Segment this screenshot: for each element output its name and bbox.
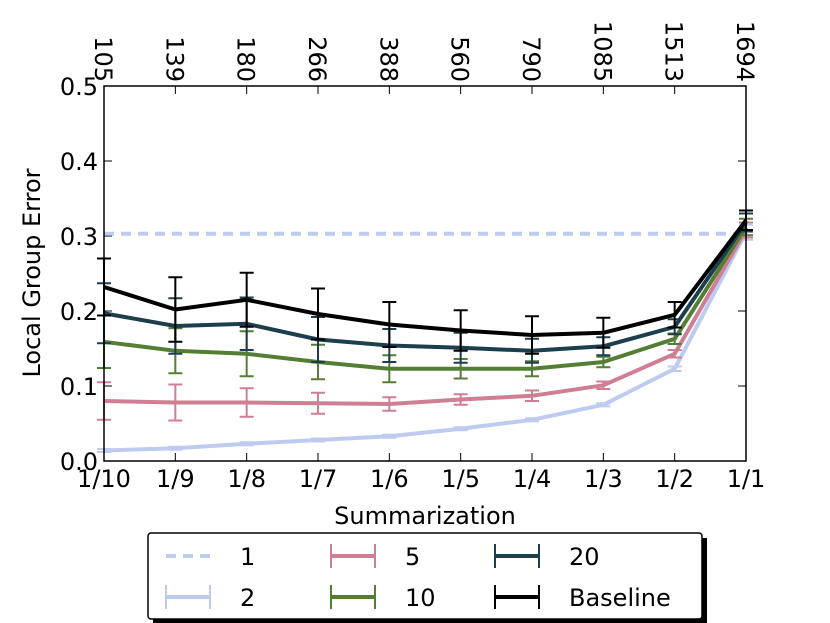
tick-label-layer: 0.0 0.1 0.2 0.3 0.4 0.5 1/10 105 1/9 139 1/8 180 1/7…	[60, 21, 765, 493]
plot-layer	[97, 209, 753, 453]
series-baseline-errorbar	[239, 271, 254, 328]
y-tick-label: 0.1	[60, 373, 98, 401]
legend-entry: 20	[494, 543, 600, 571]
top-tick-label: 388	[374, 36, 402, 82]
x-tick-label: 1/7	[299, 465, 338, 493]
series-baseline-errorbar	[311, 287, 325, 341]
series-5-errorbar	[239, 387, 254, 418]
x-tick-label: 1/10	[77, 465, 131, 493]
series-5-errorbar	[382, 396, 397, 412]
plot-frame	[103, 85, 747, 462]
top-tick-label: 105	[89, 36, 117, 82]
legend-entry: 10	[330, 584, 436, 612]
series-2-line	[103, 231, 748, 453]
series-2-errorbar	[596, 402, 611, 408]
top-tick-label: 1085	[588, 21, 616, 82]
series-5-errorbar	[311, 391, 325, 415]
legend-entry: 5	[330, 543, 420, 571]
legend-label: 20	[569, 543, 600, 571]
series-5-errorbar	[168, 383, 183, 422]
series-2-errorbar	[239, 441, 254, 447]
series-10-line	[103, 225, 748, 371]
y-tick-label: 0.0	[60, 448, 98, 476]
legend-label: 10	[405, 584, 436, 612]
x-tick-label: 1/9	[156, 465, 195, 493]
series-2-errorbar	[168, 445, 183, 451]
grid-layer	[103, 85, 747, 462]
x-tick-label: 1/8	[227, 465, 266, 493]
series-baseline-errorbar	[453, 309, 468, 352]
x-tick-label: 1/6	[370, 465, 409, 493]
series-2-errorbar	[382, 433, 397, 439]
legend-label: 5	[405, 543, 420, 571]
y-tick-label: 0.4	[60, 148, 98, 176]
series-5-errorbar	[596, 380, 611, 390]
legend-entry: Baseline	[494, 584, 671, 612]
y-axis-label: Local Group Error	[18, 168, 46, 377]
x-tick-label: 1/5	[441, 465, 480, 493]
legend-label: 2	[240, 584, 255, 612]
series-5-errorbar	[667, 349, 682, 359]
series-baseline-errorbar	[382, 301, 397, 348]
top-tick-label: 790	[517, 36, 545, 82]
series-2-errorbar	[525, 417, 539, 423]
y-tick-label: 0.2	[60, 298, 98, 326]
top-tick-label: 180	[232, 36, 260, 82]
series-2-errorbar	[311, 437, 325, 443]
y-tick-label: 0.5	[60, 73, 98, 101]
series-5-errorbar	[525, 389, 539, 402]
top-tick-label: 1694	[731, 21, 759, 82]
top-tick-label: 560	[446, 36, 474, 82]
series-2-errorbar	[453, 426, 468, 432]
legend-entry: 2	[165, 584, 255, 612]
series-10-errorbar	[596, 355, 611, 369]
legend-label: Baseline	[569, 584, 671, 612]
series-baseline-errorbar	[596, 316, 611, 349]
y-tick-label: 0.3	[60, 223, 98, 251]
series-baseline-errorbar	[667, 301, 682, 329]
series-5-errorbar	[453, 393, 468, 406]
series-baseline-errorbar	[168, 276, 183, 343]
x-axis-label: Summarization	[334, 502, 516, 530]
series-baseline-errorbar	[525, 315, 539, 355]
legend-label: 1	[240, 543, 255, 571]
x-tick-label: 1/3	[584, 465, 623, 493]
series-baseline-line	[103, 219, 748, 337]
series-5-line	[103, 229, 748, 406]
x-tick-label: 1/1	[727, 465, 766, 493]
series-20-line	[103, 221, 748, 353]
x-tick-label: 1/2	[655, 465, 694, 493]
top-tick-label: 1513	[660, 21, 688, 82]
top-tick-label: 139	[160, 36, 188, 82]
legend-entry: 1	[166, 543, 255, 571]
series-2-errorbar	[667, 365, 682, 372]
legend-box	[147, 532, 703, 620]
x-tick-label: 1/4	[513, 465, 552, 493]
legend: 1 5 20 2 10 Baseline	[147, 532, 707, 623]
top-tick-label: 266	[303, 36, 331, 82]
